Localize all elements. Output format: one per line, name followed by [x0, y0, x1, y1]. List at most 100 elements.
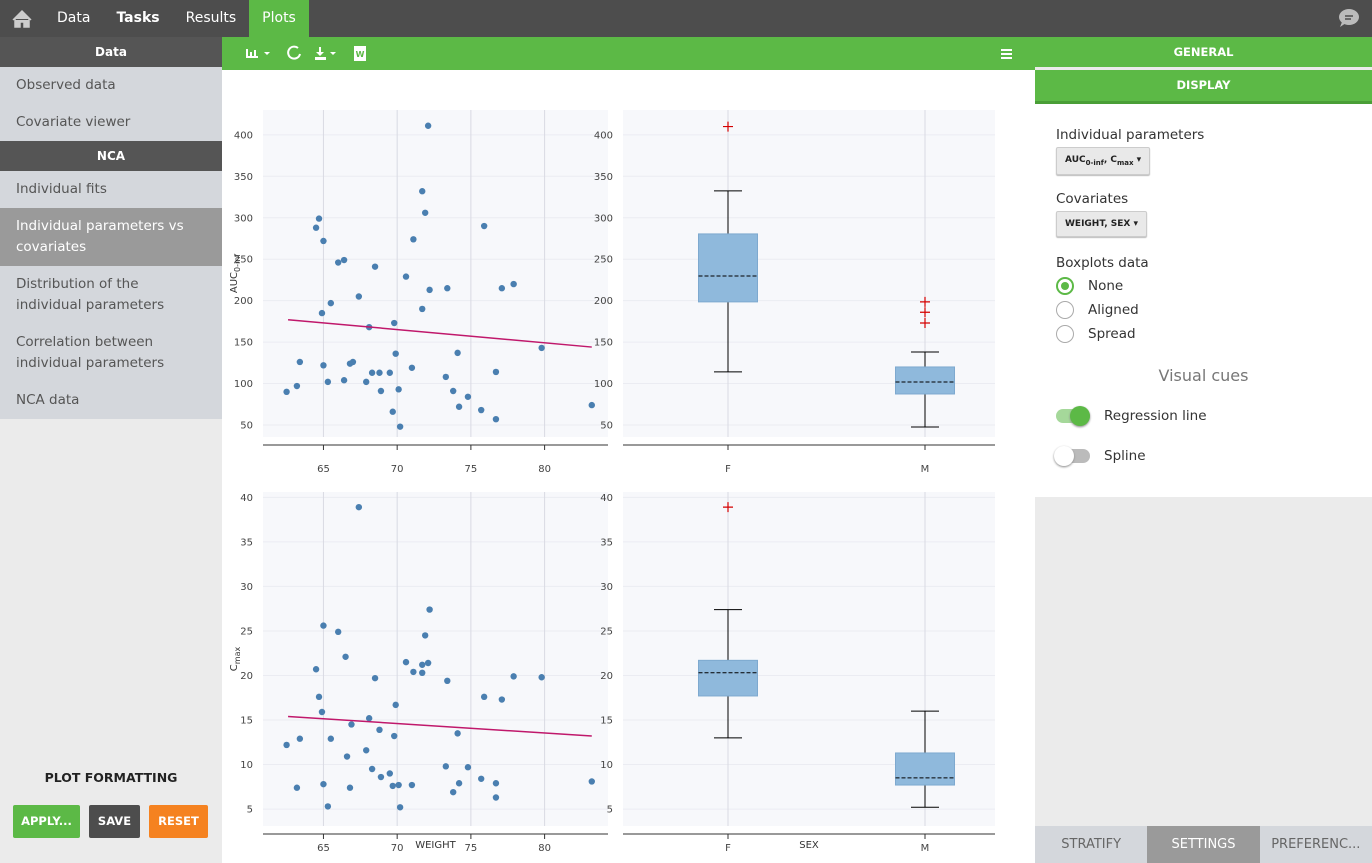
- sidebar-item[interactable]: Covariate viewer: [0, 104, 222, 141]
- data-point: [402, 658, 410, 666]
- nav-item[interactable]: Results: [185, 10, 237, 26]
- nav-item[interactable]: Data: [57, 10, 91, 26]
- reset-button[interactable]: RESET: [149, 805, 208, 838]
- y-label-main: C: [229, 664, 240, 671]
- radio[interactable]: [1056, 301, 1074, 319]
- apply-button[interactable]: APPLY...: [13, 805, 80, 838]
- y-tick-label: 40: [600, 493, 613, 504]
- word-icon[interactable]: W: [354, 46, 366, 61]
- data-point: [588, 401, 595, 409]
- sidebar-item[interactable]: NCA data: [0, 382, 222, 419]
- y-tick-label: 15: [600, 716, 613, 727]
- data-point: [376, 369, 383, 376]
- save-button[interactable]: SAVE: [89, 805, 140, 838]
- radio[interactable]: [1056, 325, 1074, 343]
- svg-text:W: W: [356, 50, 365, 59]
- y-tick-label: 10: [240, 760, 253, 771]
- radio-row[interactable]: None: [1056, 274, 1139, 298]
- data-point: [498, 285, 506, 292]
- toggle[interactable]: [1056, 406, 1090, 426]
- toggle-label: Regression line: [1104, 408, 1207, 424]
- params-dropdown[interactable]: AUC0-inf, Cmax ▾: [1056, 147, 1151, 175]
- y-tick-label: 20: [600, 671, 613, 682]
- data-point: [510, 673, 517, 680]
- data-point: [324, 803, 332, 810]
- data-point: [478, 775, 485, 782]
- data-point: [377, 387, 385, 395]
- outlier: [920, 307, 930, 318]
- radio-row[interactable]: Aligned: [1056, 298, 1139, 322]
- data-point: [395, 781, 402, 789]
- boxplots-options: None Aligned Spread: [1056, 274, 1139, 346]
- data-point: [324, 378, 332, 386]
- y-tick-label: 35: [600, 537, 613, 548]
- y-tick-label: 10: [600, 760, 613, 771]
- sidebar-item[interactable]: Distribution of the individual parameter…: [0, 266, 222, 324]
- data-point: [283, 741, 290, 749]
- y-tick-label: 20: [240, 671, 253, 682]
- param-sub: 0-inf: [1085, 158, 1104, 167]
- x-tick-label: 80: [538, 464, 551, 475]
- sidebar-item[interactable]: Individual fits: [0, 171, 222, 208]
- y-tick-label: 25: [240, 626, 253, 637]
- y-tick-label: 150: [234, 338, 253, 349]
- sidebar-item[interactable]: Individual parameters vs covariates: [0, 208, 222, 266]
- y-tick-label: 5: [607, 805, 613, 816]
- bottom-tab[interactable]: STRATIFY: [1035, 826, 1148, 863]
- toggle-knob: [1054, 446, 1074, 466]
- box: [895, 752, 955, 786]
- y-tick-label: 15: [240, 716, 253, 727]
- bottom-tab[interactable]: PREFERENC...: [1259, 826, 1372, 863]
- data-point: [421, 209, 429, 216]
- section-header: Data: [0, 37, 222, 67]
- home-icon[interactable]: [0, 0, 44, 37]
- bottom-tab[interactable]: SETTINGS: [1147, 826, 1260, 863]
- toggle-knob: [1070, 406, 1090, 426]
- caret: ▾: [1133, 155, 1142, 165]
- data-point: [396, 423, 404, 430]
- sidebar-item[interactable]: Correlation between individual parameter…: [0, 324, 222, 382]
- sidebar-item[interactable]: Observed data: [0, 67, 222, 104]
- y-tick-label: 50: [240, 420, 253, 431]
- x-tick-label: 70: [391, 843, 404, 854]
- y-tick-label: 25: [600, 626, 613, 637]
- data-point: [480, 222, 488, 230]
- data-point: [386, 369, 393, 376]
- download-icon[interactable]: [315, 47, 336, 60]
- bottom-tabs: STRATIFY SETTINGS PREFERENC...: [1035, 826, 1372, 863]
- toggle[interactable]: [1054, 446, 1090, 466]
- y-tick-label: 100: [234, 379, 253, 390]
- data-point: [320, 362, 327, 369]
- sidebar: Data Observed data Covariate viewer NCA Indi…: [0, 37, 222, 863]
- radio[interactable]: [1056, 277, 1074, 295]
- refresh-icon[interactable]: [287, 45, 301, 60]
- data-point: [318, 309, 326, 317]
- data-point: [392, 701, 399, 709]
- x-axis-label: SEX: [799, 840, 819, 851]
- covariates-dropdown[interactable]: WEIGHT, SEX ▾: [1056, 211, 1147, 237]
- section-header: NCA: [0, 141, 222, 171]
- nav-item[interactable]: Plots: [249, 0, 309, 37]
- y-tick-label: 5: [247, 805, 253, 816]
- data-point: [293, 784, 301, 791]
- regression-line: [287, 318, 592, 348]
- data-point: [368, 765, 376, 773]
- outlier: [723, 121, 733, 132]
- data-point: [492, 415, 500, 423]
- data-point: [492, 368, 500, 376]
- y-tick-label: 300: [594, 213, 613, 224]
- data-point: [395, 386, 402, 393]
- display-tab[interactable]: DISPLAY: [1035, 70, 1372, 104]
- radio-row[interactable]: Spread: [1056, 322, 1139, 346]
- y-label-sub: max: [233, 647, 242, 665]
- chat-icon[interactable]: [1337, 8, 1361, 28]
- data-point: [410, 236, 417, 243]
- menu-icon[interactable]: [1001, 49, 1012, 59]
- radio-label: None: [1088, 278, 1124, 294]
- data-point: [454, 730, 461, 737]
- data-point: [296, 358, 304, 366]
- nav-item[interactable]: Tasks: [116, 10, 160, 26]
- y-tick-label: 35: [240, 537, 253, 548]
- chart-type-icon[interactable]: [246, 49, 270, 58]
- general-tab[interactable]: GENERAL: [1035, 37, 1372, 67]
